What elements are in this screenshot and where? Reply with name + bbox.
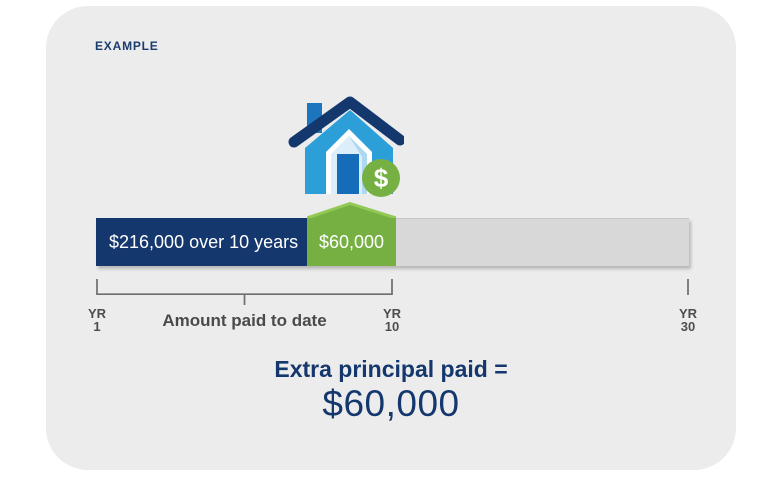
dollar-badge-icon bbox=[362, 159, 400, 197]
pointer-fill bbox=[307, 203, 396, 218]
timeline-label-yr10: YR 10 bbox=[370, 307, 414, 333]
yr10-line1: YR bbox=[382, 306, 402, 321]
bar-segment-remaining bbox=[396, 218, 689, 266]
payment-bar: $216,000 over 10 years $60,000 bbox=[96, 218, 689, 266]
timeline-label-yr30: YR 30 bbox=[666, 307, 710, 333]
bar-segment-paid: $216,000 over 10 years bbox=[96, 218, 307, 266]
yr30-line2: 30 bbox=[680, 319, 696, 334]
yr1-line2: 1 bbox=[93, 319, 101, 334]
pointer-triangle-icon bbox=[307, 202, 396, 218]
bar-segment-extra: $60,000 bbox=[307, 218, 396, 266]
extra-segment-label: $60,000 bbox=[318, 231, 385, 252]
pointer-highlight bbox=[307, 202, 396, 218]
paid-segment-label: $216,000 over 10 years bbox=[109, 231, 299, 252]
roof-icon bbox=[288, 96, 404, 148]
house-icon: $ bbox=[288, 96, 404, 197]
example-card: EXAMPLE $ $216,000 over 10 years $60,000 bbox=[46, 6, 736, 470]
door-icon bbox=[337, 154, 359, 194]
yr30-line1: YR bbox=[678, 306, 698, 321]
dollar-sign-icon: $ bbox=[374, 163, 389, 193]
timeline-bracket bbox=[96, 279, 689, 305]
yr1-line1: YR bbox=[87, 306, 107, 321]
timeline-label-yr1: YR 1 bbox=[75, 307, 119, 333]
summary-title: Extra principal paid = bbox=[274, 356, 508, 382]
example-heading: EXAMPLE bbox=[95, 39, 159, 53]
yr10-line2: 10 bbox=[384, 319, 400, 334]
bracket-label: Amount paid to date bbox=[162, 311, 327, 330]
summary-value: $60,000 bbox=[322, 383, 460, 424]
